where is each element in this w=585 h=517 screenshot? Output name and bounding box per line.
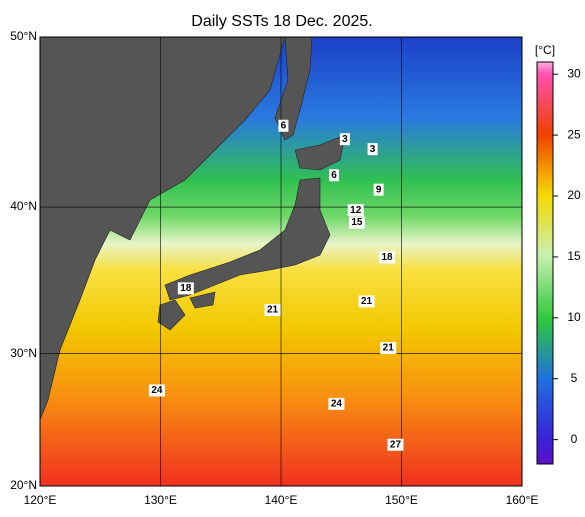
- colorbar-tick-label: 25: [567, 127, 581, 141]
- contour-label-box: [329, 169, 340, 182]
- contour-label-box: [358, 295, 375, 308]
- contour-label-box: [148, 384, 165, 397]
- contour-label: 12: [350, 205, 362, 216]
- contour-label-box: [367, 143, 378, 156]
- contour-label: 21: [383, 343, 395, 354]
- colorbar: [536, 61, 554, 465]
- contour-label-box: [339, 133, 350, 146]
- contour-label-box: [379, 251, 396, 264]
- contour-label-box: [347, 204, 364, 217]
- contour-label-box: [264, 304, 281, 317]
- contour-label: 24: [331, 399, 343, 410]
- contour-label: 21: [267, 305, 279, 316]
- lon-label: 150°E: [385, 493, 418, 507]
- lat-label: 30°N: [10, 346, 37, 360]
- colorbar-tick-label: 10: [567, 310, 581, 324]
- contour-label: 24: [151, 385, 163, 396]
- colorbar-tick-label: 0: [571, 432, 578, 446]
- contour-label: 27: [390, 439, 402, 450]
- contour-label: 3: [342, 134, 348, 145]
- colorbar-tick-label: 15: [567, 249, 581, 263]
- lon-label: 130°E: [144, 493, 177, 507]
- contour-label: 18: [381, 252, 393, 263]
- lon-label: 160°E: [506, 493, 539, 507]
- lon-label: 120°E: [24, 493, 57, 507]
- lat-label: 20°N: [10, 478, 37, 492]
- contour-label: 21: [361, 296, 373, 307]
- contour-label: 6: [281, 120, 287, 131]
- contour-label: 6: [331, 170, 337, 181]
- lat-label: 50°N: [10, 29, 37, 43]
- colorbar-tick-label: 30: [567, 66, 581, 80]
- colorbar-tick-label: 20: [567, 188, 581, 202]
- contour-label: 3: [370, 144, 376, 155]
- lon-label: 140°E: [265, 493, 298, 507]
- contour-label-box: [387, 438, 404, 451]
- contour-label: 18: [180, 283, 192, 294]
- title: Daily SSTs 18 Dec. 2025.: [191, 13, 372, 30]
- colorbar-label: [°C]: [535, 43, 555, 57]
- lat-label: 40°N: [10, 199, 37, 213]
- contour-label-box: [328, 397, 345, 410]
- contour-label-box: [380, 342, 397, 355]
- contour-label: 15: [351, 217, 363, 228]
- contour-label: 9: [376, 184, 382, 195]
- colorbar-tick-label: 5: [571, 371, 578, 385]
- contour-label-box: [177, 282, 194, 295]
- contour-label-box: [348, 216, 365, 229]
- contour-label-box: [278, 119, 289, 132]
- contour-label-box: [373, 183, 384, 196]
